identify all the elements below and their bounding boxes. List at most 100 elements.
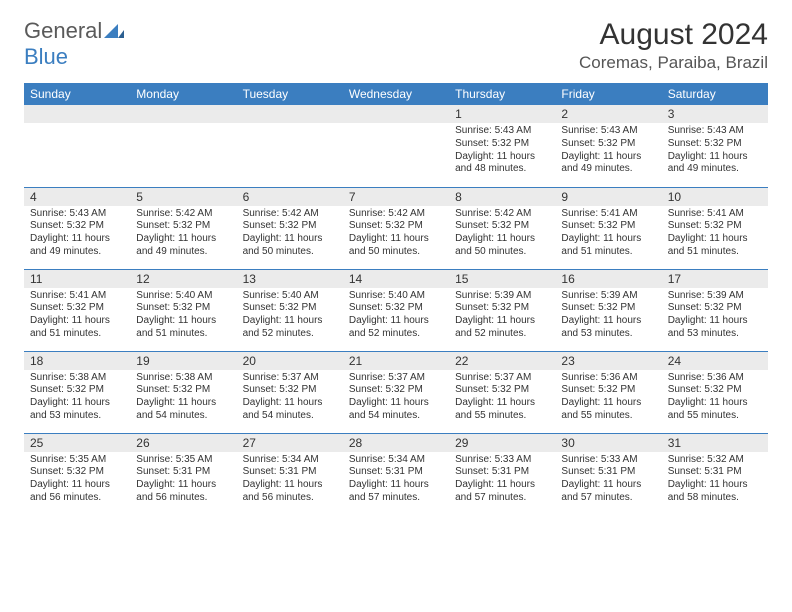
logo-text: GeneralBlue — [24, 18, 124, 70]
day-number: 12 — [130, 270, 236, 288]
day-number: 28 — [343, 434, 449, 452]
calendar-cell: 4Sunrise: 5:43 AMSunset: 5:32 PMDaylight… — [24, 187, 130, 269]
calendar-cell: 5Sunrise: 5:42 AMSunset: 5:32 PMDaylight… — [130, 187, 236, 269]
weekday-row: SundayMondayTuesdayWednesdayThursdayFrid… — [24, 83, 768, 105]
calendar-row: 18Sunrise: 5:38 AMSunset: 5:32 PMDayligh… — [24, 351, 768, 433]
day-number: 26 — [130, 434, 236, 452]
day-detail: Sunrise: 5:35 AMSunset: 5:32 PMDaylight:… — [24, 452, 130, 509]
calendar-cell: 15Sunrise: 5:39 AMSunset: 5:32 PMDayligh… — [449, 269, 555, 351]
day-number: 27 — [237, 434, 343, 452]
day-detail: Sunrise: 5:39 AMSunset: 5:32 PMDaylight:… — [662, 288, 768, 345]
day-detail: Sunrise: 5:39 AMSunset: 5:32 PMDaylight:… — [555, 288, 661, 345]
location: Coremas, Paraiba, Brazil — [579, 53, 768, 73]
day-number: 10 — [662, 188, 768, 206]
day-detail: Sunrise: 5:34 AMSunset: 5:31 PMDaylight:… — [343, 452, 449, 509]
logo-icon — [104, 18, 124, 43]
day-number: 13 — [237, 270, 343, 288]
day-detail: Sunrise: 5:37 AMSunset: 5:32 PMDaylight:… — [449, 370, 555, 427]
weekday-header: Monday — [130, 83, 236, 105]
day-number: 2 — [555, 105, 661, 123]
calendar-cell: 13Sunrise: 5:40 AMSunset: 5:32 PMDayligh… — [237, 269, 343, 351]
day-detail: Sunrise: 5:41 AMSunset: 5:32 PMDaylight:… — [662, 206, 768, 263]
calendar-cell: 30Sunrise: 5:33 AMSunset: 5:31 PMDayligh… — [555, 433, 661, 515]
calendar-cell: 3Sunrise: 5:43 AMSunset: 5:32 PMDaylight… — [662, 105, 768, 187]
day-detail: Sunrise: 5:33 AMSunset: 5:31 PMDaylight:… — [555, 452, 661, 509]
calendar-body: 1Sunrise: 5:43 AMSunset: 5:32 PMDaylight… — [24, 105, 768, 515]
calendar-cell: 21Sunrise: 5:37 AMSunset: 5:32 PMDayligh… — [343, 351, 449, 433]
day-number — [237, 105, 343, 123]
calendar-cell: 16Sunrise: 5:39 AMSunset: 5:32 PMDayligh… — [555, 269, 661, 351]
day-detail: Sunrise: 5:43 AMSunset: 5:32 PMDaylight:… — [449, 123, 555, 180]
calendar-cell: 24Sunrise: 5:36 AMSunset: 5:32 PMDayligh… — [662, 351, 768, 433]
day-number: 15 — [449, 270, 555, 288]
day-detail: Sunrise: 5:41 AMSunset: 5:32 PMDaylight:… — [24, 288, 130, 345]
day-detail: Sunrise: 5:32 AMSunset: 5:31 PMDaylight:… — [662, 452, 768, 509]
calendar-cell: 26Sunrise: 5:35 AMSunset: 5:31 PMDayligh… — [130, 433, 236, 515]
day-detail: Sunrise: 5:37 AMSunset: 5:32 PMDaylight:… — [237, 370, 343, 427]
calendar-cell — [343, 105, 449, 187]
weekday-header: Thursday — [449, 83, 555, 105]
weekday-header: Wednesday — [343, 83, 449, 105]
day-detail: Sunrise: 5:39 AMSunset: 5:32 PMDaylight:… — [449, 288, 555, 345]
calendar-cell: 19Sunrise: 5:38 AMSunset: 5:32 PMDayligh… — [130, 351, 236, 433]
day-detail: Sunrise: 5:43 AMSunset: 5:32 PMDaylight:… — [24, 206, 130, 263]
day-number: 14 — [343, 270, 449, 288]
calendar-cell: 12Sunrise: 5:40 AMSunset: 5:32 PMDayligh… — [130, 269, 236, 351]
day-number: 29 — [449, 434, 555, 452]
day-number: 11 — [24, 270, 130, 288]
calendar-cell — [130, 105, 236, 187]
title-block: August 2024 Coremas, Paraiba, Brazil — [579, 18, 768, 73]
calendar-cell: 8Sunrise: 5:42 AMSunset: 5:32 PMDaylight… — [449, 187, 555, 269]
day-detail: Sunrise: 5:36 AMSunset: 5:32 PMDaylight:… — [662, 370, 768, 427]
calendar-cell: 1Sunrise: 5:43 AMSunset: 5:32 PMDaylight… — [449, 105, 555, 187]
calendar-row: 11Sunrise: 5:41 AMSunset: 5:32 PMDayligh… — [24, 269, 768, 351]
day-number — [24, 105, 130, 123]
day-number: 5 — [130, 188, 236, 206]
day-number: 20 — [237, 352, 343, 370]
day-detail: Sunrise: 5:37 AMSunset: 5:32 PMDaylight:… — [343, 370, 449, 427]
calendar-cell: 9Sunrise: 5:41 AMSunset: 5:32 PMDaylight… — [555, 187, 661, 269]
day-detail: Sunrise: 5:41 AMSunset: 5:32 PMDaylight:… — [555, 206, 661, 263]
calendar-row: 25Sunrise: 5:35 AMSunset: 5:32 PMDayligh… — [24, 433, 768, 515]
logo: GeneralBlue — [24, 18, 124, 70]
weekday-header: Saturday — [662, 83, 768, 105]
day-detail: Sunrise: 5:33 AMSunset: 5:31 PMDaylight:… — [449, 452, 555, 509]
calendar-cell: 10Sunrise: 5:41 AMSunset: 5:32 PMDayligh… — [662, 187, 768, 269]
day-detail: Sunrise: 5:35 AMSunset: 5:31 PMDaylight:… — [130, 452, 236, 509]
day-detail: Sunrise: 5:42 AMSunset: 5:32 PMDaylight:… — [237, 206, 343, 263]
day-number: 8 — [449, 188, 555, 206]
day-number: 21 — [343, 352, 449, 370]
day-number: 19 — [130, 352, 236, 370]
day-number: 17 — [662, 270, 768, 288]
day-number: 25 — [24, 434, 130, 452]
day-number: 30 — [555, 434, 661, 452]
day-detail: Sunrise: 5:38 AMSunset: 5:32 PMDaylight:… — [130, 370, 236, 427]
day-number: 23 — [555, 352, 661, 370]
day-detail: Sunrise: 5:40 AMSunset: 5:32 PMDaylight:… — [237, 288, 343, 345]
calendar-head: SundayMondayTuesdayWednesdayThursdayFrid… — [24, 83, 768, 105]
calendar-cell: 31Sunrise: 5:32 AMSunset: 5:31 PMDayligh… — [662, 433, 768, 515]
day-detail: Sunrise: 5:38 AMSunset: 5:32 PMDaylight:… — [24, 370, 130, 427]
calendar-cell: 27Sunrise: 5:34 AMSunset: 5:31 PMDayligh… — [237, 433, 343, 515]
logo-blue: Blue — [24, 44, 68, 69]
day-number — [130, 105, 236, 123]
day-detail: Sunrise: 5:42 AMSunset: 5:32 PMDaylight:… — [130, 206, 236, 263]
day-detail: Sunrise: 5:40 AMSunset: 5:32 PMDaylight:… — [130, 288, 236, 345]
calendar-page: GeneralBlue August 2024 Coremas, Paraiba… — [0, 0, 792, 533]
day-number: 24 — [662, 352, 768, 370]
calendar-row: 1Sunrise: 5:43 AMSunset: 5:32 PMDaylight… — [24, 105, 768, 187]
header: GeneralBlue August 2024 Coremas, Paraiba… — [24, 18, 768, 73]
day-number: 16 — [555, 270, 661, 288]
calendar-cell: 25Sunrise: 5:35 AMSunset: 5:32 PMDayligh… — [24, 433, 130, 515]
calendar-cell: 7Sunrise: 5:42 AMSunset: 5:32 PMDaylight… — [343, 187, 449, 269]
calendar-cell: 14Sunrise: 5:40 AMSunset: 5:32 PMDayligh… — [343, 269, 449, 351]
day-detail: Sunrise: 5:43 AMSunset: 5:32 PMDaylight:… — [555, 123, 661, 180]
weekday-header: Sunday — [24, 83, 130, 105]
day-detail: Sunrise: 5:40 AMSunset: 5:32 PMDaylight:… — [343, 288, 449, 345]
day-number: 31 — [662, 434, 768, 452]
day-number: 4 — [24, 188, 130, 206]
logo-gray: General — [24, 18, 102, 43]
weekday-header: Friday — [555, 83, 661, 105]
day-number: 6 — [237, 188, 343, 206]
day-number: 7 — [343, 188, 449, 206]
